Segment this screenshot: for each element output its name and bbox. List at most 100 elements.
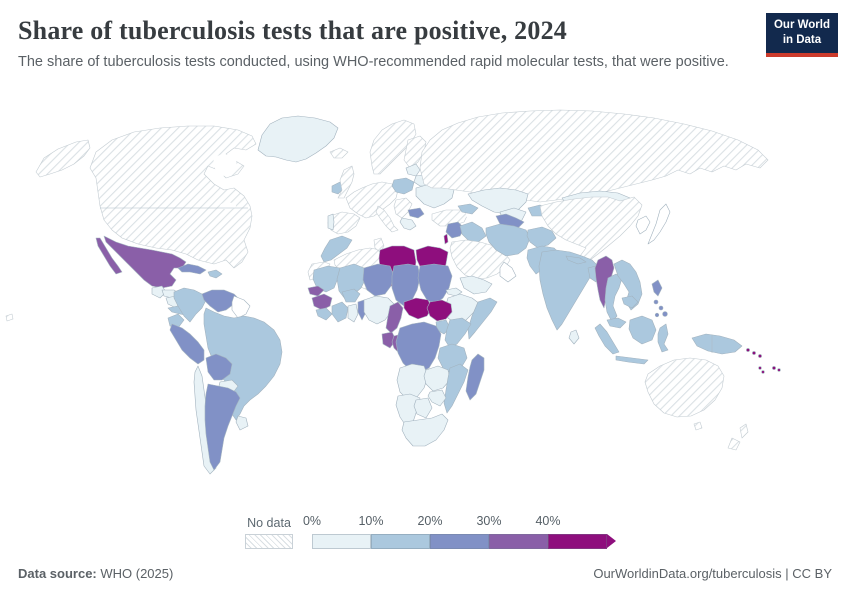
region-somalia[interactable] [467,297,498,340]
owid-logo[interactable]: Our World in Data [765,13,838,57]
legend-bin-30-40[interactable] [489,534,548,549]
region-baltics[interactable] [405,163,421,177]
region-caucasus[interactable] [457,203,479,215]
region-balkans[interactable] [393,197,413,219]
region-colombia[interactable] [173,287,207,323]
region-saudi-arabia[interactable] [449,239,511,280]
region-dr-congo[interactable] [395,321,442,373]
region-baja-california[interactable] [95,237,123,275]
region-tasmania[interactable] [693,421,703,431]
region-sulawesi[interactable] [657,323,669,353]
region-japan[interactable] [647,203,671,245]
region-finland[interactable] [403,135,427,169]
region-madagascar[interactable] [465,353,485,401]
region-portugal[interactable] [327,213,335,231]
region-solomon-islands[interactable] [746,348,762,358]
legend-tick-20: 20% [417,514,443,528]
region-peru[interactable] [169,323,205,365]
region-eritrea[interactable] [445,287,463,297]
region-zimbabwe[interactable] [427,389,447,407]
region-yemen[interactable] [459,275,493,295]
legend-tick-40: 40% [535,514,561,528]
region-korea[interactable] [635,215,651,235]
region-italy[interactable] [375,205,399,233]
region-ghana[interactable] [347,303,359,323]
region-malaysia[interactable] [606,317,627,329]
region-morocco[interactable] [320,235,353,263]
region-angola[interactable] [396,363,429,400]
region-ivory-coast[interactable] [331,301,349,323]
region-senegal[interactable] [307,285,325,297]
region-kazakhstan[interactable] [467,187,529,215]
region-cambodia[interactable] [621,295,639,309]
region-mozambique-malawi[interactable] [443,363,469,414]
region-india[interactable] [538,249,599,331]
region-guinea[interactable] [311,293,333,311]
region-srilanka[interactable] [568,329,580,345]
region-south-africa[interactable] [401,413,449,447]
region-papua-new-guinea[interactable] [691,333,743,355]
legend-bin-10-20[interactable] [371,534,430,549]
region-iran[interactable] [485,223,531,257]
footer-link[interactable]: OurWorldinData.org/tuberculosis | CC BY [593,566,832,581]
legend-color-bar [312,534,616,549]
region-kenya[interactable] [444,317,472,349]
region-hispaniola[interactable] [207,269,223,279]
region-burkina-faso[interactable] [341,288,361,303]
region-south-sudan[interactable] [426,299,453,322]
region-botswana[interactable] [413,397,433,419]
region-thailand[interactable] [604,273,623,323]
region-niger[interactable] [362,263,395,297]
owid-logo-line1: Our World [773,19,830,31]
region-philippines[interactable] [651,279,668,318]
region-uruguay[interactable] [235,415,249,431]
region-sudan[interactable] [417,263,453,305]
region-new-zealand[interactable] [727,423,749,451]
data-source-label: Data source: [18,566,97,581]
region-java[interactable] [615,355,649,365]
region-greenland[interactable] [257,115,339,163]
region-china[interactable] [539,196,643,261]
region-oman[interactable] [499,261,517,283]
region-central-african-republic[interactable] [403,297,433,320]
region-syria-jordan[interactable] [445,221,465,239]
region-cuba[interactable] [177,263,207,275]
region-laos-vietnam[interactable] [613,259,643,311]
region-guyanas[interactable] [231,295,251,319]
region-palestine[interactable] [443,233,449,245]
region-tunisia[interactable] [373,237,385,253]
region-nepal[interactable] [565,255,587,265]
region-turkey[interactable] [431,209,469,227]
region-russia[interactable] [419,109,769,205]
region-fiji[interactable] [772,366,781,372]
region-borneo[interactable] [628,315,657,345]
region-small-islands[interactable] [5,313,14,322]
region-united-kingdom[interactable] [337,165,355,199]
region-vanuatu[interactable] [758,366,765,374]
region-australia[interactable] [644,357,725,418]
legend-bin-0-10[interactable] [312,534,371,549]
region-sumatra[interactable] [594,323,620,355]
region-iceland[interactable] [329,147,349,159]
legend-tick-10: 10% [358,514,384,528]
region-alaska[interactable] [35,139,91,178]
region-mexico[interactable] [103,235,187,289]
region-sierra-leone-liberia[interactable] [315,307,333,321]
region-guatemala[interactable] [151,285,167,299]
region-cameroon[interactable] [385,301,404,334]
region-bulgaria[interactable] [407,207,425,219]
region-afghanistan[interactable] [526,226,557,249]
legend-bin-20-30[interactable] [430,534,489,549]
region-scandinavia[interactable] [369,119,417,175]
region-bolivia[interactable] [205,353,233,381]
region-mauritania[interactable] [312,265,341,293]
legend-bin-40plus[interactable] [548,534,607,549]
region-zambia[interactable] [423,365,451,392]
region-west-europe[interactable] [345,181,399,219]
region-iraq[interactable] [459,221,487,243]
region-poland[interactable] [391,177,415,195]
region-greece[interactable] [399,217,417,231]
legend-no-data-swatch[interactable] [245,534,293,549]
region-argentina[interactable] [204,383,241,471]
